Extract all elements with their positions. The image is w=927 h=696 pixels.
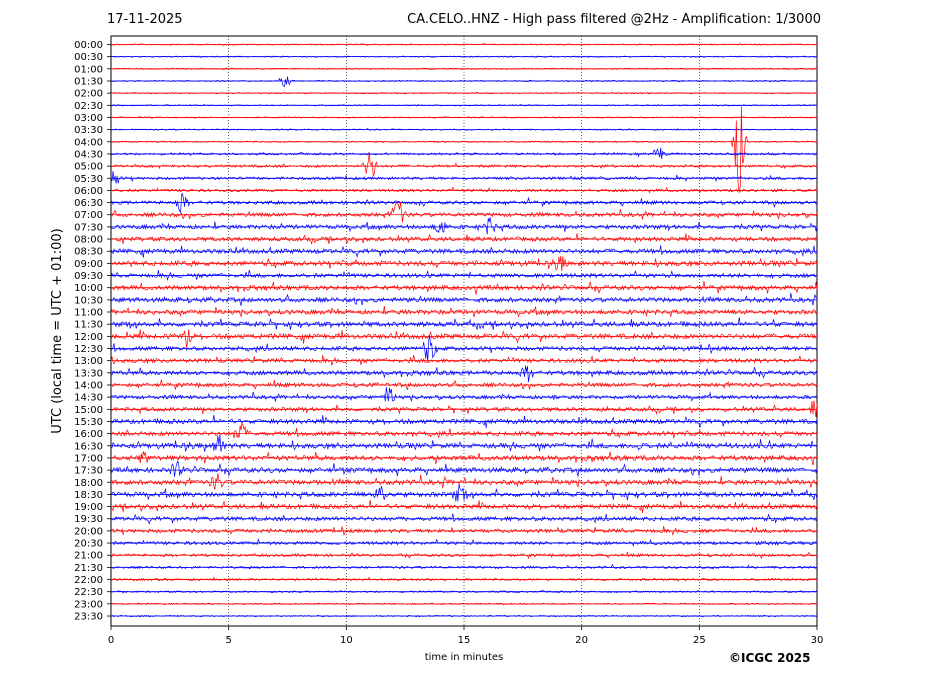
trace-line — [110, 306, 818, 318]
y-tick-label: 13:00 — [74, 356, 103, 367]
y-tick-label: 03:00 — [74, 113, 103, 124]
y-tick-label: 02:00 — [74, 89, 103, 100]
trace-line — [110, 193, 818, 213]
y-tick-label: 22:00 — [74, 575, 103, 586]
station-title: CA.CELO..HNZ - High pass filtered @2Hz -… — [407, 12, 821, 27]
y-axis-label: UTC (local time = UTC + 01:00) — [50, 228, 65, 433]
y-tick-label: 07:30 — [74, 222, 103, 233]
trace-line — [110, 256, 818, 272]
y-tick-label: 04:30 — [74, 149, 103, 160]
x-tick-label: 25 — [693, 635, 706, 646]
y-tick-label: 08:00 — [74, 235, 103, 246]
date-label: 17-11-2025 — [107, 12, 183, 27]
trace-line — [110, 421, 818, 439]
y-tick-label: 18:00 — [74, 478, 103, 489]
y-tick-label: 19:30 — [74, 514, 103, 525]
y-tick-label: 00:30 — [74, 52, 103, 63]
y-tick-label: 15:00 — [74, 405, 103, 416]
trace-line — [110, 355, 818, 367]
trace-line — [110, 400, 818, 418]
y-tick-label: 15:30 — [74, 417, 103, 428]
x-tick-label: 15 — [458, 635, 471, 646]
y-tick-label: 01:00 — [74, 64, 103, 75]
trace-line — [110, 292, 818, 306]
trace-line — [110, 563, 818, 570]
y-tick-label: 16:00 — [74, 429, 103, 440]
trace-line — [110, 365, 818, 383]
y-tick-label: 09:00 — [74, 259, 103, 270]
x-tick-label: 0 — [108, 635, 114, 646]
y-tick-label: 23:00 — [74, 599, 103, 610]
y-tick-label: 20:00 — [74, 526, 103, 537]
y-tick-label: 16:30 — [74, 441, 103, 452]
traces-group — [110, 43, 818, 618]
y-tick-label: 09:30 — [74, 271, 103, 282]
y-tick-label: 17:00 — [74, 453, 103, 464]
trace-line — [110, 434, 818, 452]
y-tick-label: 03:30 — [74, 125, 103, 136]
trace-line — [110, 414, 818, 429]
trace-line — [110, 335, 818, 363]
trace-line — [110, 483, 818, 502]
y-tick-label: 11:30 — [74, 320, 103, 331]
x-tick-label: 30 — [811, 635, 824, 646]
y-tick-label: 17:30 — [74, 466, 103, 477]
y-tick-label: 06:30 — [74, 198, 103, 209]
x-axis-label: time in minutes — [425, 652, 504, 663]
y-tick-label: 00:00 — [74, 40, 103, 51]
y-tick-label: 18:30 — [74, 490, 103, 501]
y-tick-label: 22:30 — [74, 587, 103, 598]
y-tick-label: 19:00 — [74, 502, 103, 513]
y-tick-label: 01:30 — [74, 76, 103, 87]
y-tick-label: 23:30 — [74, 612, 103, 623]
y-tick-label: 02:30 — [74, 101, 103, 112]
copyright-label: ©ICGC 2025 — [729, 651, 811, 665]
trace-line — [110, 538, 818, 547]
y-tick-label: 14:00 — [74, 380, 103, 391]
trace-line — [110, 473, 818, 490]
trace-line — [110, 147, 818, 160]
trace-line — [110, 460, 818, 477]
y-tick-label: 08:30 — [74, 247, 103, 258]
y-tick-label: 10:30 — [74, 295, 103, 306]
trace-line — [110, 525, 818, 536]
trace-line — [110, 217, 818, 235]
y-tick-label: 20:30 — [74, 539, 103, 550]
y-tick-label: 07:00 — [74, 210, 103, 221]
y-tick-label: 14:30 — [74, 393, 103, 404]
y-tick-label: 12:30 — [74, 344, 103, 355]
x-tick-label: 20 — [575, 635, 588, 646]
trace-line — [110, 245, 818, 258]
trace-line — [110, 317, 818, 331]
y-tick-label: 05:30 — [74, 174, 103, 185]
trace-line — [110, 451, 818, 466]
y-tick-label: 21:30 — [74, 563, 103, 574]
trace-line — [111, 151, 817, 178]
y-tick-label: 12:00 — [74, 332, 103, 343]
y-tick-label: 13:30 — [74, 368, 103, 379]
trace-line — [110, 106, 818, 193]
trace-line — [110, 576, 818, 582]
trace-line — [110, 329, 818, 348]
trace-line — [110, 387, 818, 402]
y-tick-label: 06:00 — [74, 186, 103, 197]
y-tick-label: 10:00 — [74, 283, 103, 294]
x-tick-label: 10 — [340, 635, 353, 646]
y-tick-label: 21:00 — [74, 551, 103, 562]
y-tick-label: 05:00 — [74, 162, 103, 173]
y-tick-label: 04:00 — [74, 137, 103, 148]
y-tick-label: 11:00 — [74, 308, 103, 319]
x-tick-label: 5 — [225, 635, 231, 646]
trace-line — [110, 269, 818, 282]
